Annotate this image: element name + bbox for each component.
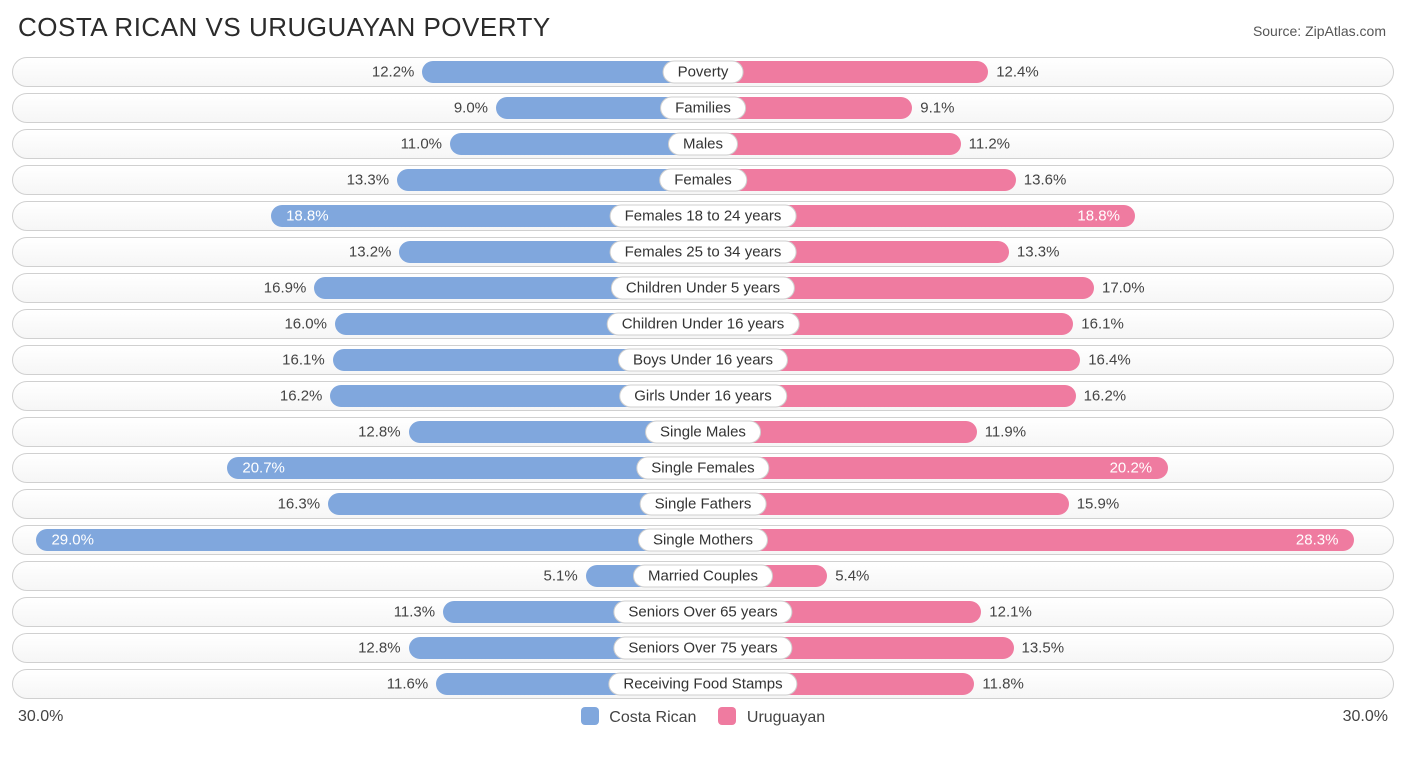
value-right: 28.3% [1296, 532, 1339, 549]
value-right: 12.4% [996, 64, 1039, 81]
chart-row: 11.3% 12.1% Seniors Over 65 years [12, 597, 1394, 627]
chart-row: 12.8% 13.5% Seniors Over 75 years [12, 633, 1394, 663]
bar-right [703, 169, 1016, 191]
category-label: Females [659, 169, 747, 192]
value-left: 11.6% [387, 676, 428, 693]
value-right: 11.8% [982, 676, 1023, 693]
category-label: Children Under 5 years [611, 277, 795, 300]
legend-right-label: Uruguayan [747, 709, 825, 726]
category-label: Seniors Over 75 years [613, 637, 792, 660]
chart-row: 16.3% 15.9% Single Fathers [12, 489, 1394, 519]
value-left: 12.2% [372, 64, 415, 81]
category-label: Boys Under 16 years [618, 349, 788, 372]
chart-row: 16.2% 16.2% Girls Under 16 years [12, 381, 1394, 411]
value-right: 11.2% [969, 136, 1010, 153]
value-left: 11.0% [401, 136, 442, 153]
category-label: Females 18 to 24 years [610, 205, 797, 228]
value-right: 5.4% [835, 568, 869, 585]
value-right: 16.2% [1084, 388, 1127, 405]
chart-row: 16.0% 16.1% Children Under 16 years [12, 309, 1394, 339]
value-left: 29.0% [51, 532, 94, 549]
category-label: Single Males [645, 421, 761, 444]
category-label: Single Females [636, 457, 769, 480]
category-label: Poverty [663, 61, 744, 84]
value-left: 18.8% [286, 208, 329, 225]
chart-row: 16.1% 16.4% Boys Under 16 years [12, 345, 1394, 375]
bar-left [36, 529, 703, 551]
chart-rows: 12.2%12.4%Poverty9.0%9.1%Families11.0%11… [12, 57, 1394, 699]
chart-row: 13.3% 13.6% Females [12, 165, 1394, 195]
chart-header: COSTA RICAN VS URUGUAYAN POVERTY Source:… [12, 8, 1394, 57]
value-left: 13.2% [349, 244, 392, 261]
chart-title: COSTA RICAN VS URUGUAYAN POVERTY [18, 12, 551, 43]
chart-row: 13.2% 13.3% Females 25 to 34 years [12, 237, 1394, 267]
chart-row: 12.8% 11.9% Single Males [12, 417, 1394, 447]
value-right: 15.9% [1077, 496, 1120, 513]
bar-left [397, 169, 703, 191]
value-left: 11.3% [394, 604, 435, 621]
category-label: Single Mothers [638, 529, 768, 552]
value-right: 12.1% [989, 604, 1032, 621]
chart-row: 29.0% 28.3% Single Mothers [12, 525, 1394, 555]
value-right: 13.3% [1017, 244, 1060, 261]
value-left: 5.1% [544, 568, 578, 585]
bar-right [703, 457, 1168, 479]
bar-right [703, 61, 988, 83]
legend-left: Costa Rican [581, 707, 697, 727]
value-right: 17.0% [1102, 280, 1145, 297]
bar-left [450, 133, 703, 155]
value-right: 16.1% [1081, 316, 1124, 333]
value-right: 18.8% [1077, 208, 1120, 225]
axis-left-max: 30.0% [18, 708, 63, 726]
category-label: Single Fathers [640, 493, 767, 516]
bar-right [703, 529, 1354, 551]
category-label: Males [668, 133, 738, 156]
value-left: 20.7% [242, 460, 285, 477]
value-right: 20.2% [1110, 460, 1153, 477]
value-right: 13.5% [1022, 640, 1065, 657]
chart-row: 20.7% 20.2% Single Females [12, 453, 1394, 483]
bar-left [227, 457, 703, 479]
legend-left-swatch [581, 707, 599, 725]
bar-right [703, 133, 961, 155]
value-right: 13.6% [1024, 172, 1067, 189]
category-label: Females 25 to 34 years [610, 241, 797, 264]
chart-source: Source: ZipAtlas.com [1253, 23, 1386, 39]
legend-right: Uruguayan [718, 707, 825, 727]
value-left: 9.0% [454, 100, 488, 117]
value-right: 11.9% [985, 424, 1026, 441]
value-right: 9.1% [920, 100, 954, 117]
chart-row: 9.0% 9.1% Families [12, 93, 1394, 123]
chart-row: 5.1% 5.4% Married Couples [12, 561, 1394, 591]
category-label: Girls Under 16 years [619, 385, 787, 408]
bar-left [422, 61, 703, 83]
category-label: Receiving Food Stamps [608, 673, 797, 696]
chart-row: 11.0% 11.2% Males [12, 129, 1394, 159]
chart-row: 12.2% 12.4% Poverty [12, 57, 1394, 87]
legend-right-swatch [718, 707, 736, 725]
legend-left-label: Costa Rican [609, 709, 696, 726]
legend: Costa Rican Uruguayan [581, 707, 825, 727]
value-left: 16.9% [264, 280, 307, 297]
category-label: Seniors Over 65 years [613, 601, 792, 624]
value-left: 12.8% [358, 424, 401, 441]
value-left: 12.8% [358, 640, 401, 657]
value-left: 13.3% [347, 172, 390, 189]
chart-row: 16.9% 17.0% Children Under 5 years [12, 273, 1394, 303]
axis-right-max: 30.0% [1343, 708, 1388, 726]
value-left: 16.2% [280, 388, 323, 405]
category-label: Families [660, 97, 746, 120]
value-left: 16.3% [278, 496, 321, 513]
value-right: 16.4% [1088, 352, 1131, 369]
category-label: Children Under 16 years [607, 313, 800, 336]
value-left: 16.0% [284, 316, 327, 333]
chart-row: 18.8% 18.8% Females 18 to 24 years [12, 201, 1394, 231]
value-left: 16.1% [282, 352, 325, 369]
chart-row: 11.6% 11.8% Receiving Food Stamps [12, 669, 1394, 699]
chart-footer: 30.0% Costa Rican Uruguayan 30.0% [12, 699, 1394, 727]
category-label: Married Couples [633, 565, 773, 588]
